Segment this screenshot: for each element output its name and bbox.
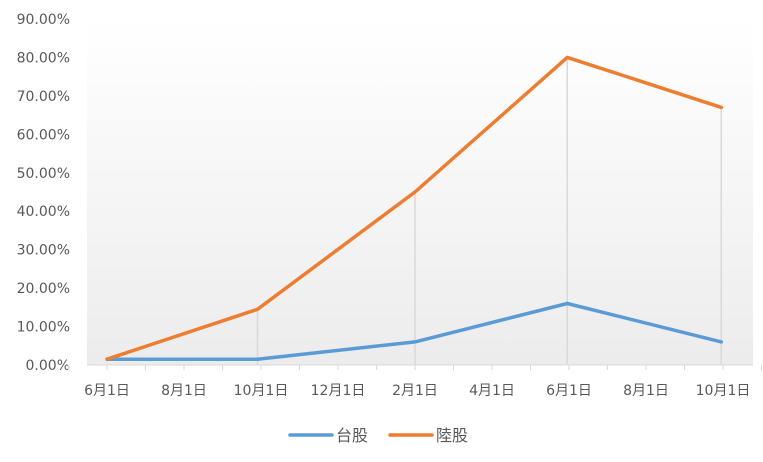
x-tick-label: 10月1日 <box>696 383 751 399</box>
legend-label-0: 台股 <box>336 426 368 445</box>
x-tick-label: 12月1日 <box>311 383 366 399</box>
x-tick-label: 8月1日 <box>623 383 669 399</box>
x-tick-label: 10月1日 <box>234 383 289 399</box>
y-tick-label: 10.00% <box>17 320 70 336</box>
series-lines <box>105 55 724 361</box>
series-line-0 <box>105 301 724 361</box>
y-tick-label: 40.00% <box>17 204 70 220</box>
x-axis: 6月1日 8月1日 10月1日 12月1日 2月1日 4月1日 6月1日 8月1日 10月1日 <box>68 364 762 399</box>
x-tick-label: 4月1日 <box>469 383 515 399</box>
plot-area-background <box>87 19 753 365</box>
x-tick-label: 8月1日 <box>161 383 207 399</box>
y-tick-label: 90.00% <box>17 12 70 28</box>
y-tick-label: 0.00% <box>26 358 70 374</box>
x-tick-label: 6月1日 <box>84 383 130 399</box>
drop-lines <box>256 57 722 365</box>
y-tick-label: 80.00% <box>17 50 70 66</box>
x-tick-label: 6月1日 <box>546 383 592 399</box>
y-tick-label: 60.00% <box>17 127 70 143</box>
y-tick-label: 50.00% <box>17 166 70 182</box>
legend: 台股 陸股 <box>288 426 468 445</box>
x-tick-label: 2月1日 <box>392 383 438 399</box>
y-tick-label: 70.00% <box>17 89 70 105</box>
y-tick-label: 30.00% <box>17 243 70 259</box>
legend-label-1: 陸股 <box>436 426 468 445</box>
y-axis: 0.00% 10.00% 20.00% 30.00% 40.00% 50.00% 60.00… <box>17 12 70 374</box>
series-line-1 <box>105 55 724 361</box>
y-tick-label: 20.00% <box>17 281 70 297</box>
